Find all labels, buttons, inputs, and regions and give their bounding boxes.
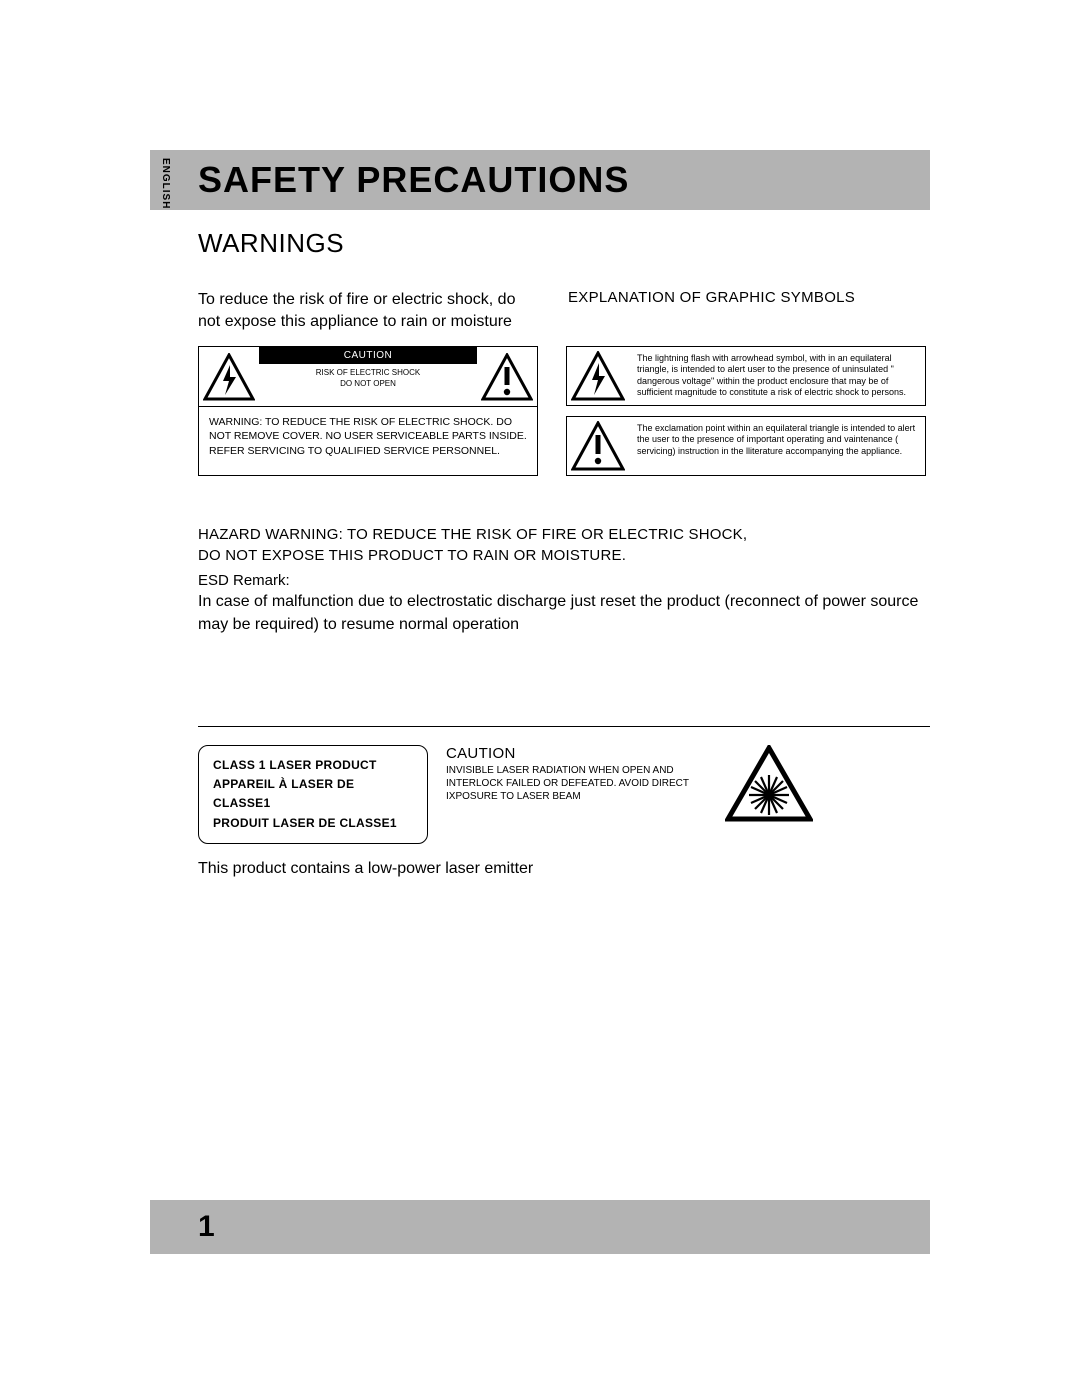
caution-box: CAUTION RISK OF ELECTRIC SHOCK DO NOT OP… (198, 346, 538, 476)
laser-class-line1: CLASS 1 LASER PRODUCT (213, 756, 413, 775)
page-number: 1 (198, 1210, 215, 1244)
explanation-exclaim-text: The exclamation point within an equilate… (629, 417, 925, 475)
section-heading: WARNINGS (198, 228, 930, 259)
explanation-lightning-text: The lightning flash with arrowhead symbo… (629, 347, 925, 405)
caution-subtext: RISK OF ELECTRIC SHOCK DO NOT OPEN (259, 364, 477, 393)
hazard-line2: DO NOT EXPOSE THIS PRODUCT TO RAIN OR MO… (198, 545, 930, 566)
laser-caution-body: INVISIBLE LASER RADIATION WHEN OPEN AND … (446, 764, 706, 803)
laser-caution-block: CAUTION INVISIBLE LASER RADIATION WHEN O… (446, 745, 706, 803)
warning-boxes-row: CAUTION RISK OF ELECTRIC SHOCK DO NOT OP… (198, 346, 930, 476)
caution-sub-line1: RISK OF ELECTRIC SHOCK (259, 368, 477, 378)
hazard-line1: HAZARD WARNING: TO REDUCE THE RISK OF FI… (198, 524, 930, 545)
caution-top-row: CAUTION RISK OF ELECTRIC SHOCK DO NOT OP… (199, 347, 537, 407)
caution-label: CAUTION (259, 347, 477, 364)
caution-sub-line2: DO NOT OPEN (259, 379, 477, 389)
caution-warning-text: WARNING: TO REDUCE THE RISK OF ELECTRIC … (199, 407, 537, 468)
language-tab: ENGLISH (160, 158, 171, 209)
explanation-lightning-row: The lightning flash with arrowhead symbo… (566, 346, 926, 406)
title-bar: ENGLISH SAFETY PRECAUTIONS (150, 150, 930, 210)
intro-right-heading: EXPLANATION OF GRAPHIC SYMBOLS (568, 289, 855, 332)
laser-class-line2: APPAREIL À LASER DE CLASSE1 (213, 775, 413, 813)
laser-class-line3: PRODUIT LASER DE CLASSE1 (213, 814, 413, 833)
intro-left-text: To reduce the risk of fire or electric s… (198, 289, 538, 332)
hazard-block: HAZARD WARNING: TO REDUCE THE RISK OF FI… (198, 524, 930, 636)
page-title: SAFETY PRECAUTIONS (198, 159, 629, 201)
intro-row: To reduce the risk of fire or electric s… (198, 289, 930, 332)
laser-class-box: CLASS 1 LASER PRODUCT APPAREIL À LASER D… (198, 745, 428, 844)
document-page: ENGLISH SAFETY PRECAUTIONS WARNINGS To r… (150, 150, 930, 878)
lightning-triangle-icon (199, 347, 259, 406)
laser-row: CLASS 1 LASER PRODUCT APPAREIL À LASER D… (198, 726, 930, 844)
esd-body: In case of malfunction due to electrosta… (198, 591, 930, 636)
explanation-column: The lightning flash with arrowhead symbo… (566, 346, 926, 476)
esd-label: ESD Remark: (198, 570, 930, 591)
page-footer-bar: 1 (150, 1200, 930, 1254)
explanation-exclaim-row: The exclamation point within an equilate… (566, 416, 926, 476)
lightning-triangle-icon (567, 347, 629, 405)
exclaim-triangle-icon (567, 417, 629, 475)
caution-mid: CAUTION RISK OF ELECTRIC SHOCK DO NOT OP… (259, 347, 477, 406)
laser-caution-title: CAUTION (446, 745, 706, 762)
laser-burst-triangle-icon (724, 745, 814, 823)
exclaim-triangle-icon (477, 347, 537, 406)
laser-note: This product contains a low-power laser … (198, 860, 930, 878)
